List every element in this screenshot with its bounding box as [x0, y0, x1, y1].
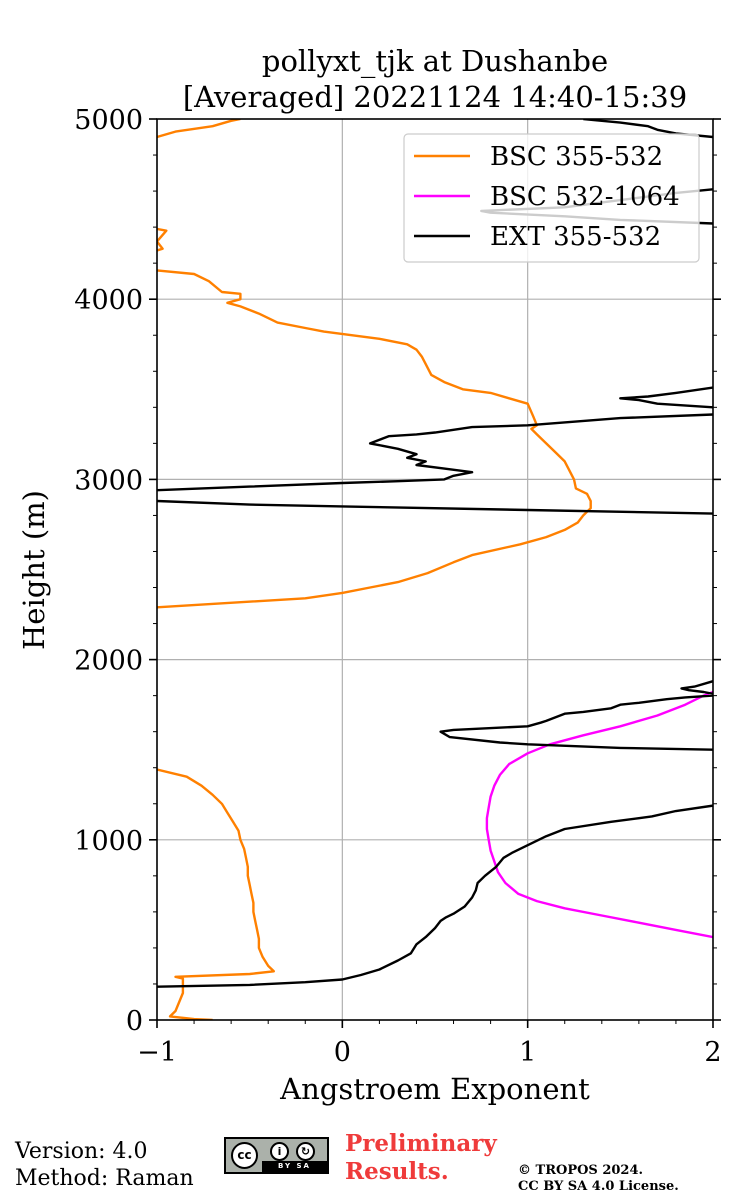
- cc-icon: cc: [231, 1142, 258, 1169]
- y-tick-label-1: 1000: [74, 826, 143, 857]
- y-tick-label-2: 2000: [74, 646, 143, 677]
- legend-label-bsc-532-1064: BSC 532-1064: [490, 182, 680, 212]
- x-tick-label-3: 2: [704, 1037, 721, 1068]
- x-tick-label-2: 1: [519, 1037, 536, 1068]
- legend-label-ext-355-532: EXT 355-532: [490, 222, 661, 252]
- x-tick-label-0: −1: [137, 1037, 177, 1068]
- copyright-notice: © TROPOS 2024. CC BY SA 4.0 License.: [518, 1163, 679, 1195]
- legend: BSC 355-532 BSC 532-1064 EXT 355-532: [403, 133, 700, 263]
- version-info: Version: 4.0 Method: Raman: [15, 1138, 194, 1192]
- chart-title-line2: [Averaged] 20221124 14:40-15:39: [183, 80, 687, 114]
- preliminary-notice: Preliminary Results.: [345, 1130, 497, 1186]
- y-axis-label: Height (m): [17, 490, 51, 650]
- preliminary-line2: Results.: [345, 1158, 449, 1185]
- by-sa-strip: BY SA: [262, 1161, 327, 1172]
- chart-title-line1: pollyxt_tjk at Dushanbe: [262, 44, 608, 79]
- by-icon: i: [270, 1142, 289, 1161]
- method-label: Method: Raman: [15, 1166, 194, 1191]
- cc-by-sa-logo: cc i ↻ BY SA: [224, 1137, 329, 1174]
- y-tick-label-0: 0: [126, 1006, 143, 1037]
- sa-icon: ↻: [296, 1142, 315, 1161]
- version-label: Version: 4.0: [15, 1139, 148, 1164]
- preliminary-line1: Preliminary: [345, 1130, 497, 1157]
- y-tick-label-5: 5000: [74, 105, 143, 136]
- y-tick-label-3: 3000: [74, 465, 143, 496]
- copyright-line1: © TROPOS 2024.: [518, 1163, 644, 1178]
- x-tick-label-1: 0: [334, 1037, 351, 1068]
- legend-label-bsc-355-532: BSC 355-532: [490, 142, 663, 172]
- y-tick-label-4: 4000: [74, 285, 143, 316]
- series-line-bsc-532-1064: [485, 690, 713, 939]
- copyright-line2: CC BY SA 4.0 License.: [518, 1179, 679, 1194]
- plot-frame: [156, 118, 714, 1021]
- x-axis-label: Angstroem Exponent: [279, 1072, 590, 1106]
- legend-box: [403, 133, 700, 263]
